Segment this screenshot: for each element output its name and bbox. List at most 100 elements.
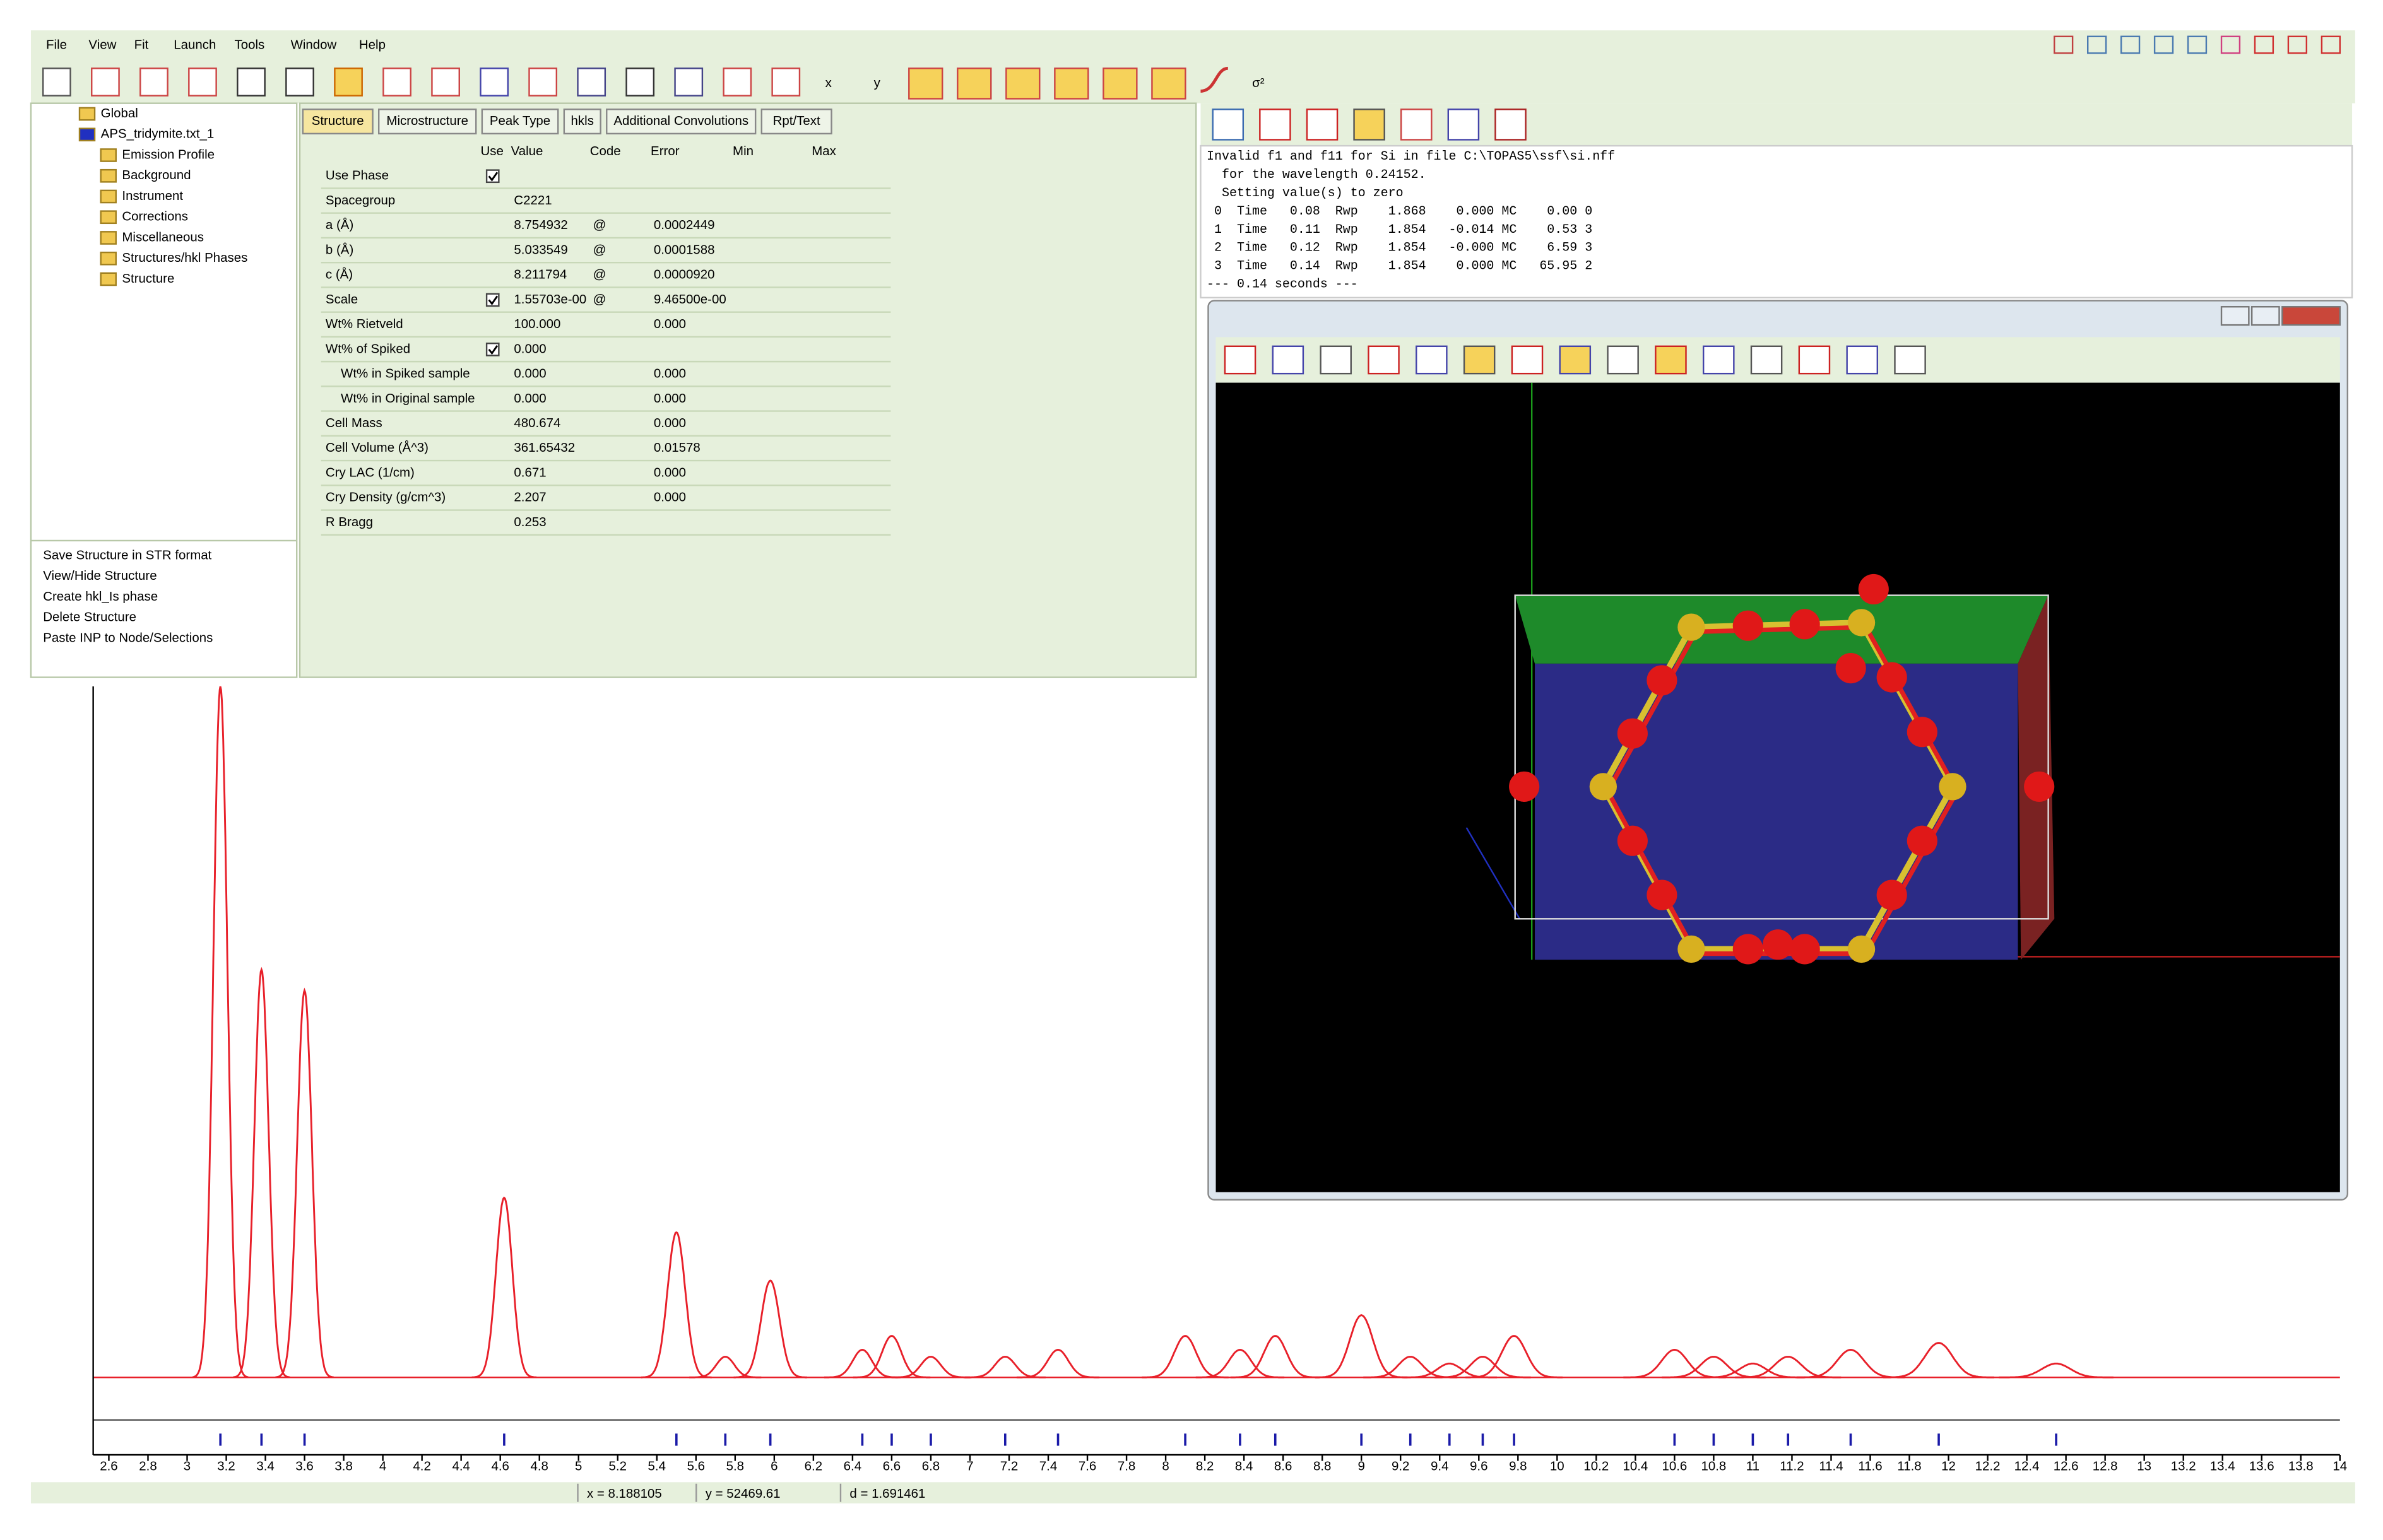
tab[interactable] bbox=[377, 109, 477, 135]
viewer-button[interactable] bbox=[1894, 345, 1926, 375]
window-button[interactable] bbox=[2220, 35, 2241, 54]
toolbar-button[interactable] bbox=[625, 68, 655, 97]
tree-item[interactable]: APS_tridymite.txt_1 bbox=[101, 127, 215, 141]
toolbar-label[interactable]: y bbox=[874, 76, 881, 90]
context-item[interactable]: Paste INP to Node/Selections bbox=[43, 630, 213, 645]
tree-item[interactable]: Background bbox=[122, 168, 191, 182]
minimize-button[interactable] bbox=[2220, 306, 2250, 326]
window-button[interactable] bbox=[2153, 35, 2174, 54]
close-button[interactable] bbox=[2281, 306, 2341, 326]
window-button[interactable] bbox=[2120, 35, 2141, 54]
console-button[interactable] bbox=[1400, 109, 1433, 141]
tree-item[interactable]: Structures/hkl Phases bbox=[122, 250, 247, 265]
cell-value[interactable]: 0.000 bbox=[514, 341, 546, 356]
window-button[interactable] bbox=[2054, 35, 2074, 54]
cell-value[interactable]: 8.754932 bbox=[514, 218, 567, 232]
tab-label[interactable]: Rpt/Text bbox=[773, 114, 820, 128]
toolbar-label[interactable]: x bbox=[825, 76, 832, 90]
tree-item[interactable]: Structure bbox=[122, 271, 174, 286]
viewer-button[interactable] bbox=[1607, 345, 1639, 375]
tab-label[interactable]: Microstructure bbox=[386, 114, 468, 128]
console-button[interactable] bbox=[1353, 109, 1385, 141]
toolbar-button[interactable] bbox=[528, 68, 558, 97]
toolbar-button[interactable] bbox=[334, 68, 363, 97]
tab[interactable] bbox=[302, 109, 374, 135]
tab[interactable] bbox=[563, 109, 601, 135]
tree-item[interactable]: Global bbox=[101, 106, 138, 120]
cell-value[interactable]: 361.65432 bbox=[514, 440, 575, 455]
window-button[interactable] bbox=[2287, 35, 2308, 54]
viewer-button[interactable] bbox=[1559, 345, 1592, 375]
cell-value[interactable]: 100.000 bbox=[514, 317, 560, 331]
cell-value[interactable]: 0.000 bbox=[514, 391, 546, 406]
tab[interactable] bbox=[760, 109, 832, 135]
viewer-button[interactable] bbox=[1702, 345, 1735, 375]
tree-item[interactable]: Instrument bbox=[122, 189, 183, 203]
tab-label[interactable]: Additional Convolutions bbox=[613, 114, 748, 128]
viewer-button[interactable] bbox=[1655, 345, 1687, 375]
toolbar-button[interactable] bbox=[1054, 68, 1089, 100]
context-item[interactable]: View/Hide Structure bbox=[43, 568, 157, 583]
window-button[interactable] bbox=[2254, 35, 2274, 54]
context-item[interactable]: Save Structure in STR format bbox=[43, 548, 211, 562]
tab-label[interactable]: Structure bbox=[312, 114, 364, 128]
toolbar-button[interactable] bbox=[91, 68, 120, 97]
console-button[interactable] bbox=[1447, 109, 1480, 141]
toolbar-button[interactable] bbox=[188, 68, 217, 97]
menu-item[interactable]: View bbox=[88, 38, 116, 52]
viewer-button[interactable] bbox=[1416, 345, 1448, 375]
tab-label[interactable]: hkls bbox=[571, 114, 594, 128]
window-button[interactable] bbox=[2086, 35, 2107, 54]
toolbar-button[interactable] bbox=[1200, 66, 1229, 93]
viewer-button[interactable] bbox=[1272, 345, 1304, 375]
toolbar-button[interactable] bbox=[480, 68, 509, 97]
cell-value[interactable]: 480.674 bbox=[514, 416, 560, 430]
toolbar-button[interactable] bbox=[285, 68, 314, 97]
toolbar-button[interactable] bbox=[674, 68, 704, 97]
tab[interactable] bbox=[606, 109, 757, 135]
viewer-button[interactable] bbox=[1224, 345, 1257, 375]
toolbar-button[interactable] bbox=[577, 68, 606, 97]
menu-item[interactable]: Launch bbox=[174, 38, 216, 52]
console-button[interactable] bbox=[1306, 109, 1339, 141]
toolbar-button[interactable] bbox=[1005, 68, 1041, 100]
tree-item[interactable]: Miscellaneous bbox=[122, 230, 204, 244]
toolbar-button[interactable] bbox=[42, 68, 71, 97]
context-item[interactable]: Delete Structure bbox=[43, 610, 136, 625]
window-button[interactable] bbox=[2321, 35, 2341, 54]
console-button[interactable] bbox=[1494, 109, 1527, 141]
viewer-button[interactable] bbox=[1750, 345, 1783, 375]
tab-label[interactable]: Peak Type bbox=[490, 114, 550, 128]
toolbar-label[interactable]: σ² bbox=[1252, 76, 1265, 90]
toolbar-button[interactable] bbox=[771, 68, 801, 97]
toolbar-button[interactable] bbox=[957, 68, 992, 100]
viewer-button[interactable] bbox=[1798, 345, 1831, 375]
tab[interactable] bbox=[481, 109, 559, 135]
maximize-button[interactable] bbox=[2250, 306, 2280, 326]
viewer-button[interactable] bbox=[1511, 345, 1544, 375]
toolbar-button[interactable] bbox=[723, 68, 752, 97]
toolbar-button[interactable] bbox=[139, 68, 169, 97]
context-item[interactable]: Create hkl_Is phase bbox=[43, 589, 158, 604]
cell-value[interactable]: 5.033549 bbox=[514, 242, 567, 257]
menu-item[interactable]: File bbox=[46, 38, 67, 52]
menu-item[interactable]: Fit bbox=[134, 38, 149, 52]
menu-item[interactable]: Window bbox=[291, 38, 337, 52]
cell-value[interactable]: 8.211794 bbox=[514, 267, 567, 282]
cell-value[interactable]: 0.253 bbox=[514, 515, 546, 529]
toolbar-button[interactable] bbox=[431, 68, 460, 97]
menu-item[interactable]: Tools bbox=[235, 38, 265, 52]
cell-value[interactable]: 1.55703e-00 bbox=[514, 292, 586, 307]
viewer-button[interactable] bbox=[1846, 345, 1879, 375]
console-button[interactable] bbox=[1259, 109, 1291, 141]
window-button[interactable] bbox=[2187, 35, 2208, 54]
toolbar-button[interactable] bbox=[1103, 68, 1138, 100]
toolbar-button[interactable] bbox=[1151, 68, 1186, 100]
menu-item[interactable]: Help bbox=[359, 38, 386, 52]
viewer-button[interactable] bbox=[1368, 345, 1400, 375]
toolbar-button[interactable] bbox=[908, 68, 943, 100]
cell-value[interactable]: 0.000 bbox=[514, 367, 546, 381]
cell-value[interactable]: 2.207 bbox=[514, 490, 546, 505]
cell-value[interactable]: C2221 bbox=[514, 193, 552, 208]
console-button[interactable] bbox=[1212, 109, 1245, 141]
